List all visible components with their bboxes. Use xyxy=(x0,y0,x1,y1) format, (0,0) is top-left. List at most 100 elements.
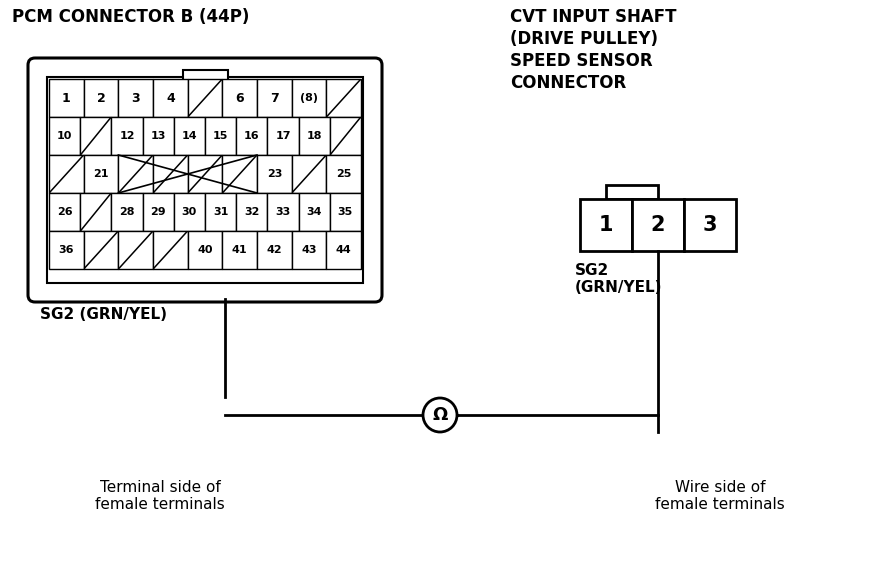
Bar xyxy=(49,79,83,117)
Bar xyxy=(49,117,81,155)
Bar xyxy=(222,79,257,117)
Bar xyxy=(222,155,257,193)
Text: 3: 3 xyxy=(702,215,718,235)
Text: 1: 1 xyxy=(599,215,613,235)
Bar xyxy=(257,155,292,193)
Bar xyxy=(326,79,361,117)
Text: 6: 6 xyxy=(236,92,244,105)
Bar xyxy=(292,79,326,117)
Text: 28: 28 xyxy=(119,207,134,217)
Bar xyxy=(298,193,330,231)
Bar xyxy=(118,231,153,269)
Bar xyxy=(49,155,83,193)
Bar xyxy=(174,193,205,231)
Text: CVT INPUT SHAFT: CVT INPUT SHAFT xyxy=(510,8,676,26)
Bar xyxy=(187,231,222,269)
Bar xyxy=(118,155,153,193)
Text: 14: 14 xyxy=(182,131,197,141)
Text: 43: 43 xyxy=(301,245,317,255)
Text: 30: 30 xyxy=(182,207,197,217)
Bar xyxy=(83,231,118,269)
Text: 23: 23 xyxy=(267,169,282,179)
Bar xyxy=(111,193,142,231)
Text: 40: 40 xyxy=(197,245,212,255)
Text: 29: 29 xyxy=(151,207,166,217)
Text: 13: 13 xyxy=(151,131,166,141)
Text: 2: 2 xyxy=(650,215,665,235)
Bar xyxy=(267,193,298,231)
Bar xyxy=(237,117,267,155)
Bar xyxy=(174,117,205,155)
Text: 15: 15 xyxy=(213,131,228,141)
Text: SG2 (GRN/YEL): SG2 (GRN/YEL) xyxy=(40,307,167,322)
Bar xyxy=(49,193,81,231)
Text: 35: 35 xyxy=(338,207,353,217)
Text: 3: 3 xyxy=(132,92,140,105)
Text: 4: 4 xyxy=(166,92,175,105)
Bar xyxy=(153,79,187,117)
Bar xyxy=(118,79,153,117)
Bar xyxy=(83,155,118,193)
Text: SPEED SENSOR: SPEED SENSOR xyxy=(510,52,652,70)
Bar xyxy=(606,185,658,199)
Text: Terminal side of
female terminals: Terminal side of female terminals xyxy=(95,480,225,513)
Text: CONNECTOR: CONNECTOR xyxy=(510,74,626,92)
Text: 31: 31 xyxy=(213,207,228,217)
Text: 42: 42 xyxy=(266,245,282,255)
Bar xyxy=(257,79,292,117)
Bar xyxy=(49,231,83,269)
Bar xyxy=(111,117,142,155)
Text: 26: 26 xyxy=(56,207,73,217)
Text: 1: 1 xyxy=(62,92,71,105)
Bar xyxy=(142,193,174,231)
Text: 17: 17 xyxy=(275,131,290,141)
Bar xyxy=(330,193,361,231)
Bar xyxy=(187,79,222,117)
Text: 33: 33 xyxy=(275,207,290,217)
Bar xyxy=(257,231,292,269)
Bar xyxy=(47,77,363,283)
Text: 7: 7 xyxy=(270,92,279,105)
Text: 44: 44 xyxy=(336,245,351,255)
Text: 25: 25 xyxy=(336,169,351,179)
Bar xyxy=(142,117,174,155)
Text: 41: 41 xyxy=(232,245,247,255)
FancyBboxPatch shape xyxy=(28,58,382,302)
Bar xyxy=(292,231,326,269)
Text: SG2
(GRN/YEL): SG2 (GRN/YEL) xyxy=(575,263,662,295)
Text: 18: 18 xyxy=(306,131,322,141)
Bar xyxy=(267,117,298,155)
Text: (8): (8) xyxy=(300,93,318,103)
Bar xyxy=(153,155,187,193)
Bar xyxy=(205,193,237,231)
Bar xyxy=(205,117,237,155)
Bar xyxy=(222,231,257,269)
Bar xyxy=(83,79,118,117)
Bar xyxy=(183,70,228,81)
Bar xyxy=(326,231,361,269)
Text: (DRIVE PULLEY): (DRIVE PULLEY) xyxy=(510,30,658,48)
Bar xyxy=(153,231,187,269)
Text: 16: 16 xyxy=(244,131,260,141)
Text: 12: 12 xyxy=(119,131,134,141)
Text: 34: 34 xyxy=(306,207,322,217)
Bar xyxy=(81,193,111,231)
Text: Wire side of
female terminals: Wire side of female terminals xyxy=(655,480,785,513)
Bar xyxy=(580,199,632,251)
Bar xyxy=(237,193,267,231)
Bar xyxy=(81,117,111,155)
Text: 2: 2 xyxy=(97,92,106,105)
Text: 21: 21 xyxy=(93,169,108,179)
Bar xyxy=(326,155,361,193)
Bar xyxy=(632,199,684,251)
Text: Ω: Ω xyxy=(432,406,448,424)
Bar xyxy=(330,117,361,155)
Bar xyxy=(187,155,222,193)
Bar xyxy=(684,199,736,251)
Text: 10: 10 xyxy=(57,131,73,141)
Bar xyxy=(298,117,330,155)
Circle shape xyxy=(423,398,457,432)
Text: 32: 32 xyxy=(244,207,260,217)
Text: 36: 36 xyxy=(58,245,74,255)
Text: PCM CONNECTOR B (44P): PCM CONNECTOR B (44P) xyxy=(12,8,249,26)
